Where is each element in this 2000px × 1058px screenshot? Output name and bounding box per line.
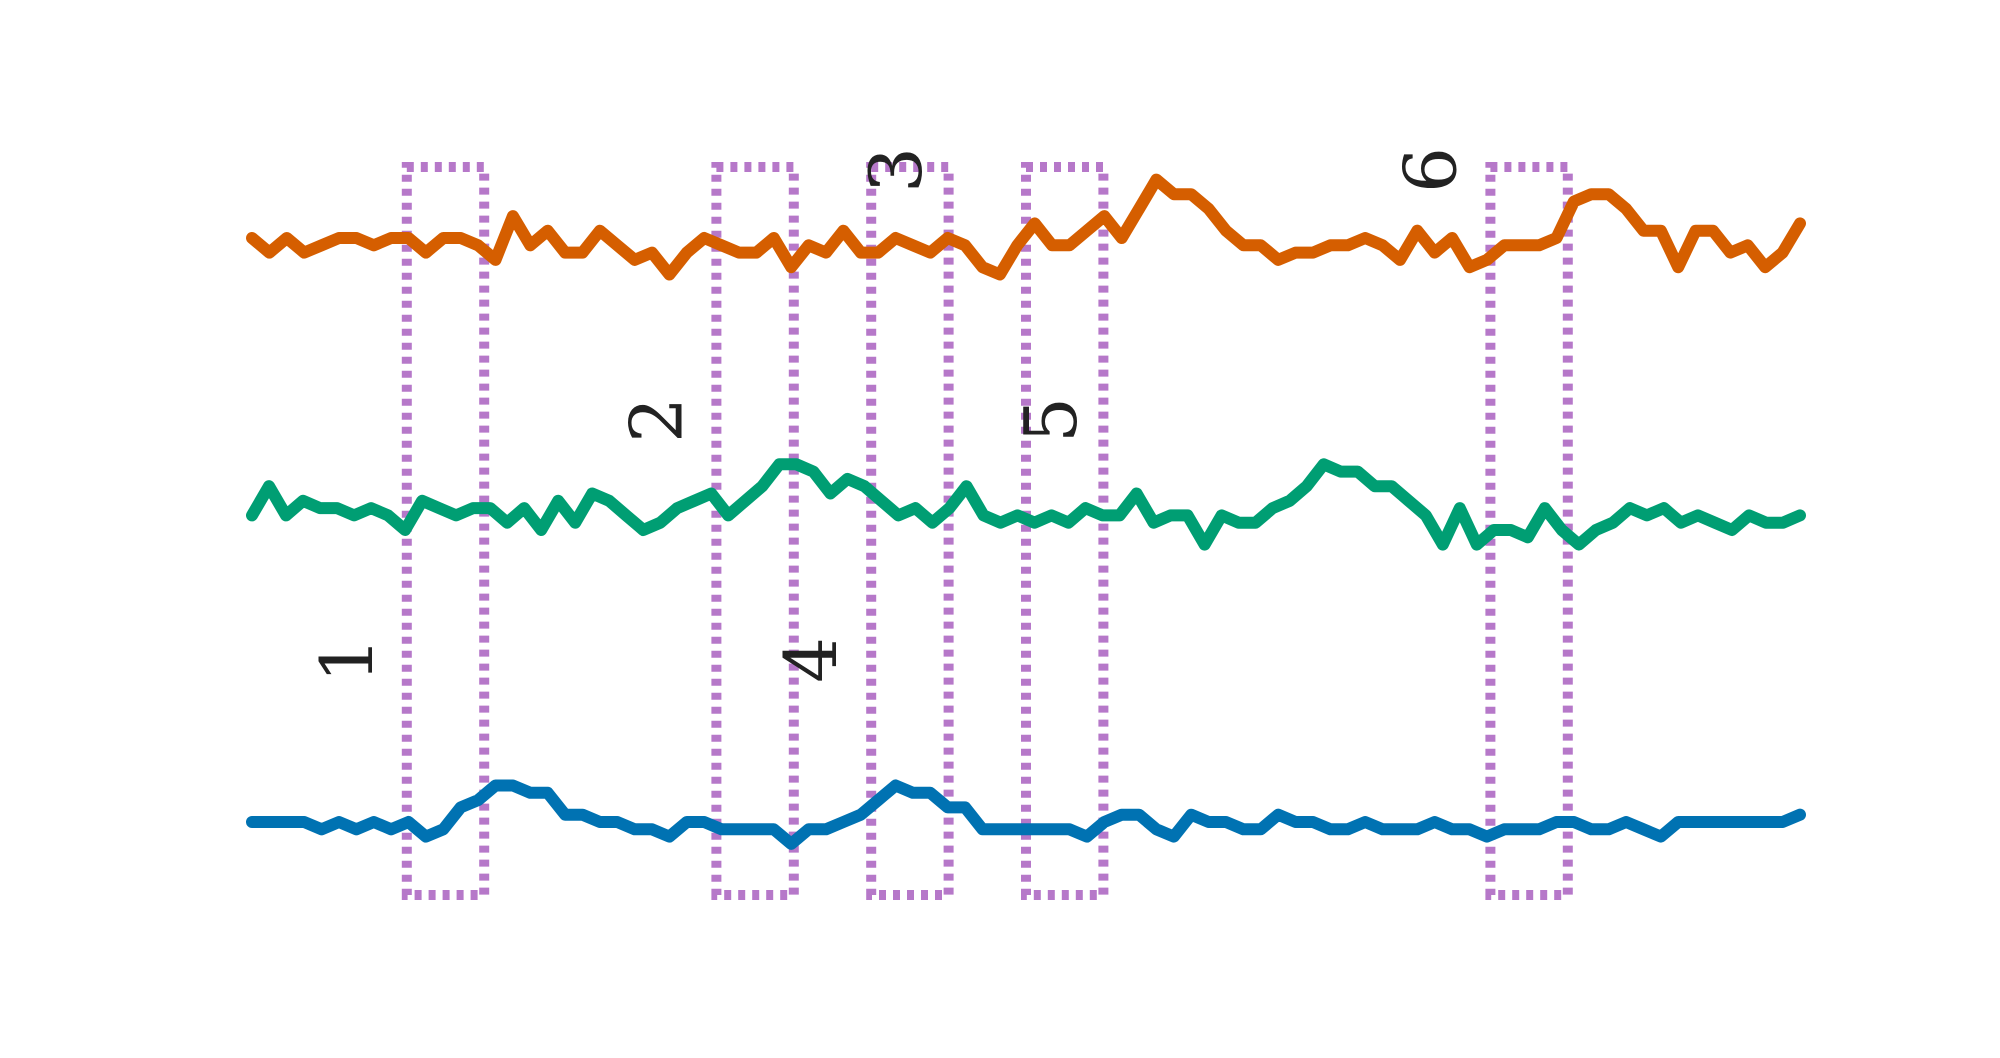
series-line-1 bbox=[246, 173, 1806, 281]
series-line-3 bbox=[246, 779, 1806, 850]
window-box-2 bbox=[711, 162, 799, 900]
window-label-2: 2 bbox=[614, 397, 698, 443]
window-box-5 bbox=[1021, 162, 1109, 900]
window-boxes bbox=[401, 162, 1573, 900]
window-labels: 1 2 3 4 5 6 bbox=[305, 147, 1473, 683]
window-label-4: 4 bbox=[769, 637, 853, 683]
window-label-6: 6 bbox=[1388, 147, 1472, 193]
window-box-1 bbox=[401, 162, 490, 900]
series-lines bbox=[246, 173, 1806, 850]
window-label-3: 3 bbox=[854, 147, 938, 193]
window-label-5: 5 bbox=[1009, 397, 1093, 443]
window-box-3 bbox=[866, 162, 954, 900]
series-line-2 bbox=[246, 458, 1806, 551]
window-label-1: 1 bbox=[305, 637, 389, 683]
